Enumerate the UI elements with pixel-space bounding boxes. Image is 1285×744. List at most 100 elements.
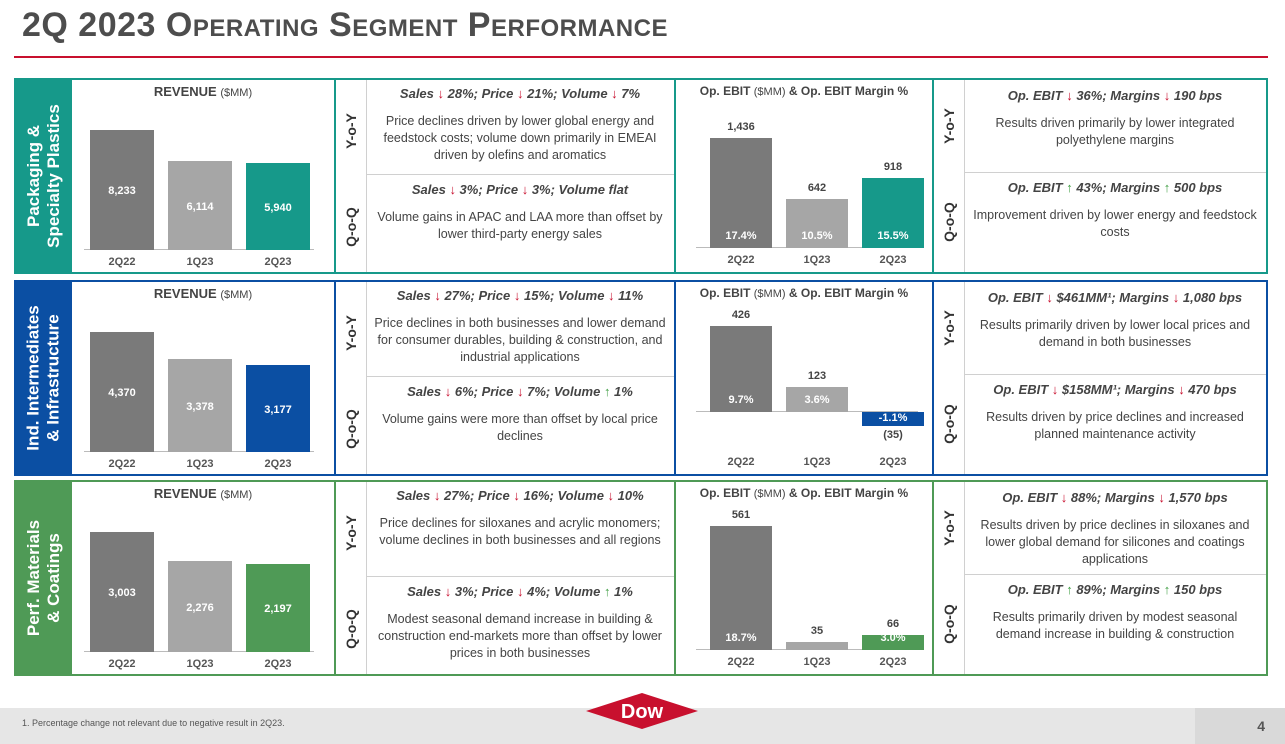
ebit-x-label: 2Q23 (879, 456, 907, 468)
ebit-title-a: Op. EBIT (699, 84, 751, 98)
segment-name-line1: Packaging & (24, 124, 44, 228)
ebit-bar-value: (35) (883, 429, 903, 441)
qoq-label-text: Q-o-Q (941, 202, 957, 242)
notes-row-divider (964, 574, 1266, 575)
note-text: Price declines in both businesses and lo… (374, 316, 666, 364)
notes-row-divider (366, 376, 674, 377)
ebit-bar-value: 1,436 (727, 121, 755, 133)
ebit-margin-label: 3.0% (880, 632, 906, 644)
sales-qoq-note: Sales ↓ 3%; Price ↓ 4%; Volume ↑ 1% Modes… (366, 578, 674, 674)
note-text: Price declines for siloxanes and acrylic… (379, 516, 661, 547)
ebit-margin-label: -1.1% (878, 412, 908, 424)
notes-row-divider (964, 172, 1266, 173)
dow-logo: Dow (586, 693, 698, 729)
segment-name-line2: & Coatings (44, 533, 64, 623)
sales-notes: Y-o-Y Q-o-Q Sales ↓ 27%; Price ↓ 15%; Volu… (336, 282, 674, 474)
qoq-label: Q-o-Q (336, 182, 366, 272)
revenue-chart-title: REVENUE ($MM) (72, 84, 334, 99)
notes-divider (964, 80, 965, 272)
segment-name-line1: Perf. Materials (24, 519, 44, 637)
segment-label: Packaging & Specialty Plastics (16, 80, 72, 272)
ebit-notes: Y-o-Y Q-o-Q Op. EBIT ↓ 36%; Margins ↓ 190 … (934, 80, 1266, 272)
ebit-bar-value: 561 (731, 509, 751, 521)
yoy-label-text: Y-o-Y (343, 515, 359, 551)
revenue-title-text: REVENUE (153, 486, 217, 501)
ebit-margin-label: 1.5% (804, 632, 830, 644)
ebit-x-label: 1Q23 (803, 656, 831, 668)
revenue-unit: ($MM) (220, 489, 253, 501)
revenue-bar-label: 3,378 (186, 400, 214, 413)
ebit-x-label: 2Q22 (727, 456, 755, 468)
ebit-notes: Y-o-Y Q-o-Q Op. EBIT ↓ 88%; Margins ↓ 1,57… (934, 482, 1266, 674)
revenue-chart: REVENUE ($MM) 3,003 2Q22 2,276 1Q23 2,197 2Q23 (72, 482, 334, 674)
segment-name-line1: Ind. Intermediates (24, 305, 44, 451)
note-text: Price declines driven by lower global en… (383, 114, 657, 162)
revenue-bar-label: 3,003 (108, 587, 136, 599)
ebit-margin-label: 17.4% (725, 230, 757, 242)
notes-divider (366, 282, 367, 474)
note-text: Results primarily driven by lower local … (979, 318, 1251, 349)
qoq-label: Q-o-Q (336, 384, 366, 474)
notes-row-divider (964, 374, 1266, 375)
ebit-x-label: 2Q22 (727, 656, 755, 668)
yoy-label: Y-o-Y (934, 282, 964, 374)
yoy-label-text: Y-o-Y (941, 108, 957, 144)
ebit-bar (710, 526, 772, 650)
note-headline: Op. EBIT ↑ 43%; Margins ↑ 500 bps (1007, 180, 1223, 195)
ebit-yoy-note: Op. EBIT ↓ $461MM¹; Margins ↓ 1,080 bps R… (964, 284, 1266, 374)
revenue-bar-label: 8,233 (108, 185, 136, 197)
note-text: Improvement driven by lower energy and f… (973, 208, 1257, 239)
segment-name: Packaging & Specialty Plastics (24, 104, 64, 248)
revenue-chart-title: REVENUE ($MM) (72, 486, 334, 501)
ebit-title-b: & Op. EBIT Margin % (788, 486, 909, 500)
revenue-bar (90, 130, 154, 250)
revenue-title-text: REVENUE (153, 286, 217, 301)
yoy-label: Y-o-Y (934, 80, 964, 172)
revenue-x-label: 2Q23 (264, 256, 292, 268)
qoq-label: Q-o-Q (934, 374, 964, 474)
ebit-bar-value: 66 (886, 618, 900, 630)
note-text: Results driven primarily by lower integr… (995, 116, 1235, 147)
ebit-margin-label: 9.7% (728, 394, 754, 406)
ebit-qoq-note: Op. EBIT ↑ 43%; Margins ↑ 500 bps Improve… (964, 174, 1266, 272)
title-divider (14, 56, 1268, 58)
revenue-bar (90, 532, 154, 652)
revenue-bar (168, 561, 232, 652)
note-text: Volume gains in APAC and LAA more than o… (377, 210, 663, 241)
revenue-bar (246, 564, 310, 652)
revenue-x-label: 2Q23 (264, 458, 292, 470)
ebit-bar (786, 642, 848, 650)
ebit-margin-label: 18.7% (725, 632, 757, 644)
revenue-bar-label: 3,177 (264, 403, 292, 416)
ebit-bar (862, 412, 924, 426)
ebit-margin-label: 10.5% (801, 230, 833, 242)
note-headline: Sales ↓ 3%; Price ↓ 3%; Volume flat (411, 182, 629, 197)
segment-panel: Perf. Materials & Coatings REVENUE ($MM) 3,… (14, 480, 1268, 676)
segment-panel: Ind. Intermediates & Infrastructure REVENU… (14, 280, 1268, 476)
revenue-x-label: 2Q22 (108, 256, 136, 268)
revenue-x-label: 1Q23 (186, 658, 214, 670)
segment-label: Perf. Materials & Coatings (16, 482, 72, 674)
note-headline: Op. EBIT ↑ 89%; Margins ↑ 150 bps (1007, 582, 1223, 597)
ebit-bar (786, 387, 848, 412)
notes-divider (964, 482, 965, 674)
ebit-unit: ($MM) (753, 86, 786, 98)
yoy-label-text: Y-o-Y (343, 113, 359, 149)
page-title: 2Q 2023 Operating Segment Performance (22, 6, 668, 44)
yoy-label: Y-o-Y (336, 80, 366, 182)
yoy-label: Y-o-Y (336, 482, 366, 584)
yoy-label-text: Y-o-Y (941, 510, 957, 546)
notes-divider (964, 282, 965, 474)
note-headline: Sales ↓ 27%; Price ↓ 16%; Volume ↓ 10% (396, 488, 644, 503)
note-headline: Sales ↓ 27%; Price ↓ 15%; Volume ↓ 11% (396, 288, 644, 303)
ebit-x-label: 2Q23 (879, 254, 907, 266)
ebit-bar (862, 178, 924, 248)
revenue-unit: ($MM) (220, 289, 253, 301)
ebit-qoq-note: Op. EBIT ↑ 89%; Margins ↑ 150 bps Results… (964, 576, 1266, 674)
revenue-bar (246, 365, 310, 452)
ebit-bar (862, 635, 924, 650)
qoq-label: Q-o-Q (336, 584, 366, 674)
sales-yoy-note: Sales ↓ 27%; Price ↓ 16%; Volume ↓ 10% Pr… (366, 482, 674, 576)
note-headline: Op. EBIT ↓ 36%; Margins ↓ 190 bps (1007, 88, 1223, 103)
notes-row-divider (366, 576, 674, 577)
